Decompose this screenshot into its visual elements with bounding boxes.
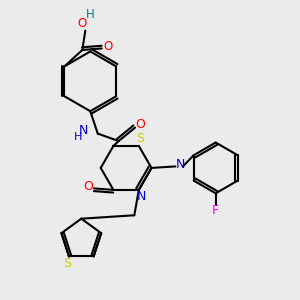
Text: O: O [83,179,93,193]
Text: S: S [64,257,71,271]
Text: S: S [136,132,144,145]
Text: O: O [77,16,86,30]
Text: O: O [136,118,146,131]
Text: O: O [104,40,113,53]
Text: F: F [212,204,219,217]
Text: H: H [74,132,82,142]
Text: N: N [79,124,88,137]
Text: N: N [176,158,185,170]
Text: H: H [86,8,95,21]
Text: N: N [136,190,146,203]
